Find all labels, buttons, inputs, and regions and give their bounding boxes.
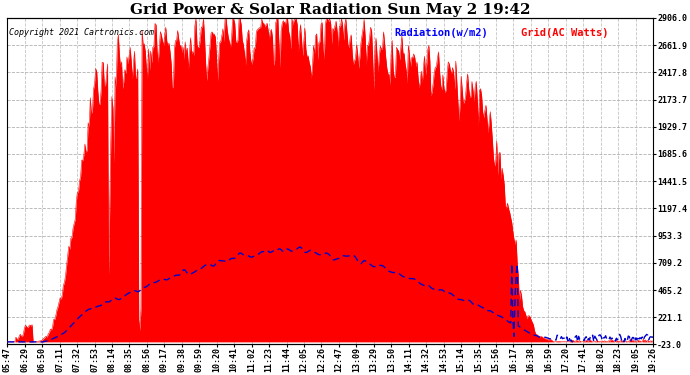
Text: Grid(AC Watts): Grid(AC Watts) bbox=[521, 28, 608, 38]
Text: Radiation(w/m2): Radiation(w/m2) bbox=[395, 28, 489, 38]
Title: Grid Power & Solar Radiation Sun May 2 19:42: Grid Power & Solar Radiation Sun May 2 1… bbox=[130, 3, 531, 17]
Text: Copyright 2021 Cartronics.com: Copyright 2021 Cartronics.com bbox=[8, 28, 154, 37]
